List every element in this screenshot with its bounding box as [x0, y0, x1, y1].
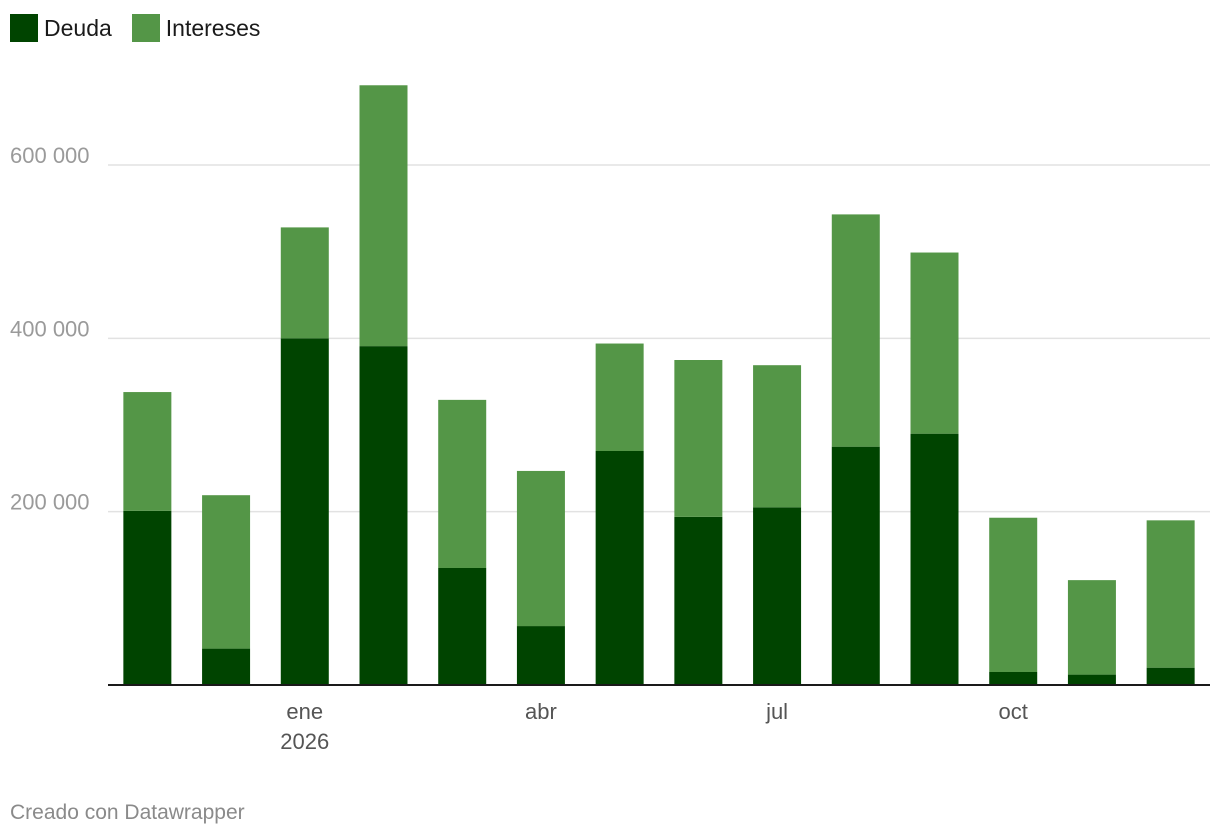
legend-item-intereses: Intereses [131, 14, 261, 42]
bar-deuda-1 [202, 648, 251, 685]
bar-intereses-6 [595, 343, 644, 451]
bar-deuda-2 [280, 338, 329, 685]
bar-deuda-13 [1146, 667, 1195, 685]
bar-deuda-7 [674, 516, 723, 685]
stacked-bar-chart: 200 000 400 000 600 000 ene 2026 abr jul oct [10, 85, 1210, 754]
bar-deuda-8 [753, 507, 802, 685]
bar-deuda-0 [123, 510, 172, 685]
bar-intereses-2 [280, 227, 329, 339]
legend: Deuda Intereses [10, 14, 260, 42]
legend-swatch-deuda [10, 14, 38, 42]
bar-intereses-11 [989, 517, 1038, 672]
legend-label-intereses: Intereses [165, 14, 261, 41]
bar-intereses-7 [674, 360, 723, 517]
bar-deuda-11 [989, 672, 1038, 685]
x-tick-label: ene [286, 699, 323, 724]
gridlines: 200 000 400 000 600 000 [10, 143, 1210, 515]
bar-intereses-1 [202, 495, 251, 649]
x-tick-label: jul [765, 699, 788, 724]
bar-intereses-4 [438, 399, 487, 568]
bar-deuda-6 [595, 451, 644, 685]
x-tick-label: abr [525, 699, 557, 724]
bar-deuda-3 [359, 346, 408, 685]
y-tick-label: 200 000 [10, 490, 90, 515]
y-tick-label: 600 000 [10, 143, 90, 168]
bar-intereses-0 [123, 392, 172, 511]
bar-intereses-5 [516, 470, 565, 627]
bar-deuda-9 [831, 446, 880, 685]
bars [123, 85, 1195, 685]
x-tick-label: oct [999, 699, 1028, 724]
legend-item-deuda: Deuda [10, 14, 112, 42]
bar-intereses-13 [1146, 520, 1195, 668]
x-axis-labels: ene 2026 abr jul oct [280, 699, 1028, 754]
bar-intereses-3 [359, 85, 408, 347]
x-tick-sublabel: 2026 [280, 729, 329, 754]
y-tick-label: 400 000 [10, 316, 90, 341]
legend-label-deuda: Deuda [44, 14, 112, 41]
bar-intereses-12 [1067, 580, 1116, 675]
bar-deuda-12 [1067, 674, 1116, 685]
bar-intereses-8 [753, 365, 802, 508]
bar-deuda-10 [910, 433, 959, 685]
bar-deuda-4 [438, 568, 487, 685]
legend-swatch-intereses [131, 14, 160, 42]
bar-intereses-9 [831, 214, 880, 447]
footer-credit: Creado con Datawrapper [10, 801, 245, 824]
bar-intereses-10 [910, 252, 959, 434]
bar-deuda-5 [516, 626, 565, 685]
